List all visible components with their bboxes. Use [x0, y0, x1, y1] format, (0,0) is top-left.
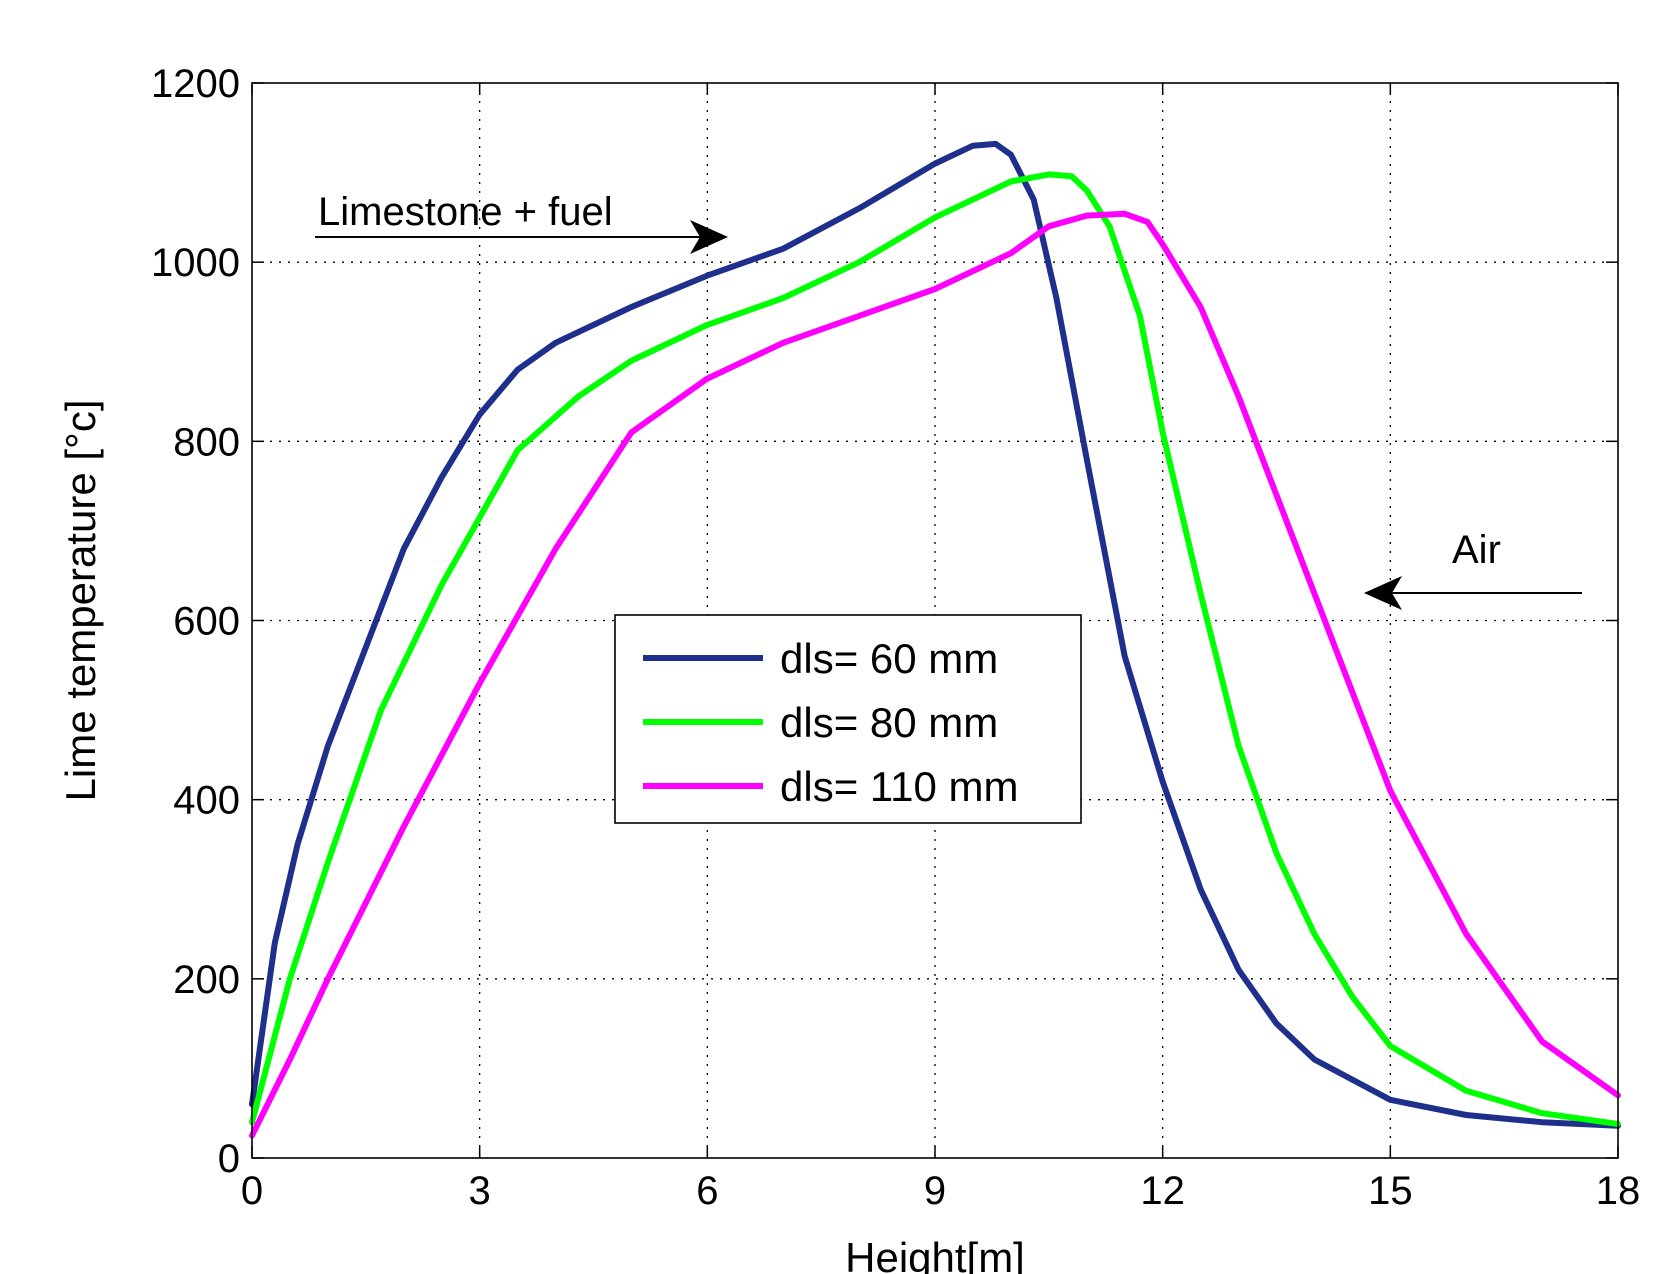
y-tick-label: 1000: [151, 241, 240, 285]
series-group: [249, 140, 1621, 1139]
series-line-1: [249, 140, 1621, 1129]
legend-label-3: dls= 110 mm: [780, 763, 1019, 810]
x-axis-title: Height[m]: [845, 1234, 1025, 1274]
x-tick-label: 18: [1596, 1169, 1641, 1213]
x-tick-label: 6: [696, 1169, 718, 1213]
y-axis-title: Lime temperature [°c]: [57, 400, 104, 802]
legend-label-2: dls= 80 mm: [780, 699, 998, 746]
y-tick-label: 200: [173, 958, 240, 1002]
legend-label-1: dls= 60 mm: [780, 635, 998, 682]
arrow-right-icon: [315, 220, 728, 254]
x-tick-label: 0: [241, 1169, 263, 1213]
arrow-left-icon: [1364, 576, 1582, 610]
x-tick-label: 3: [469, 1169, 491, 1213]
y-tick-label: 800: [173, 420, 240, 464]
y-tick-label: 400: [173, 779, 240, 823]
annotation-air: Air: [1452, 528, 1501, 572]
y-tick-label: 1200: [151, 62, 240, 106]
annotation-limestone-fuel: Limestone + fuel: [318, 190, 613, 234]
series-line-3: [249, 210, 1621, 1139]
x-tick-label: 12: [1140, 1169, 1185, 1213]
ticks: 0 3 6 9 12 15 18 0 200 400 600 800 1000 1200: [151, 62, 1640, 1213]
y-tick-label: 600: [173, 600, 240, 644]
x-tick-label: 15: [1368, 1169, 1413, 1213]
annotations: Limestone + fuel Air: [315, 190, 1582, 610]
x-tick-label: 9: [924, 1169, 946, 1213]
y-tick-label: 0: [218, 1137, 240, 1181]
legend: dls= 60 mm dls= 80 mm dls= 110 mm: [614, 614, 1082, 824]
series-line-2: [249, 171, 1621, 1127]
